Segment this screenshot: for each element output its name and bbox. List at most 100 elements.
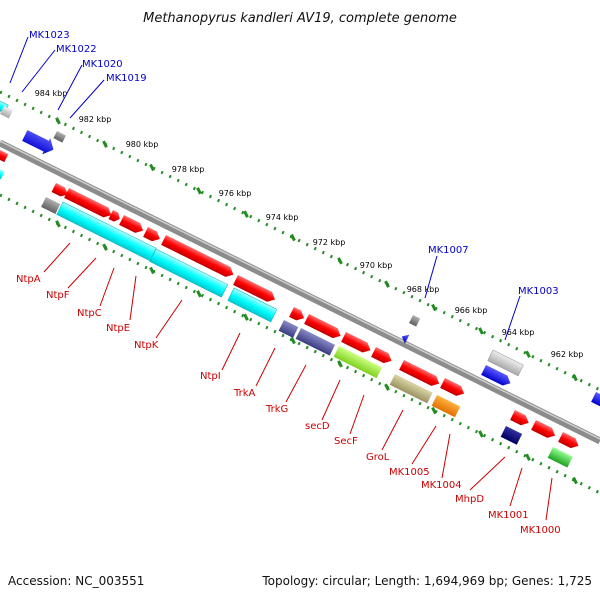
gene-feature-mk1020[interactable]: [53, 131, 66, 143]
gene-label-ntpf[interactable]: NtpF: [46, 290, 70, 301]
scale-label: 976 kbp: [219, 189, 252, 198]
inner-scale-tick: [478, 430, 484, 438]
gene-feature-trka[interactable]: [289, 307, 306, 323]
gene-label-ntpk[interactable]: NtpK: [134, 340, 159, 351]
inner-scale-tick: [55, 220, 61, 228]
inner-scale-tick: [243, 313, 249, 321]
gene-feature-mk1003-blue[interactable]: [481, 365, 513, 388]
outer-scale-tick: [431, 303, 437, 312]
gene-feature-secd[interactable]: [341, 332, 373, 355]
inner-scale-tick: [384, 383, 390, 391]
gene-feature-slate-1[interactable]: [278, 320, 299, 338]
leader-lines: [9, 36, 553, 521]
gene-feature-ntpi-2[interactable]: [233, 275, 277, 304]
gene-feature-ntpf[interactable]: [64, 188, 114, 220]
scale-label: 978 kbp: [172, 165, 205, 174]
gene-feature-silver-left[interactable]: [0, 106, 13, 119]
genome-track: [0, 90, 600, 495]
top-labels: MK1023 MK1022 MK1020 MK1019 MK1007 MK100…: [29, 30, 559, 297]
gene-feature-secf[interactable]: [371, 347, 394, 366]
gene-feature-mhpd-upper[interactable]: [510, 410, 531, 428]
gene-feature-cyan-operon-2[interactable]: [149, 248, 228, 298]
gene-label-mk1004[interactable]: MK1004: [421, 480, 462, 491]
gene-label-grol[interactable]: GroL: [366, 452, 390, 463]
gene-feature-trkg[interactable]: [304, 314, 343, 341]
gene-label-trkg[interactable]: TrkG: [265, 404, 288, 415]
gene-label-secd[interactable]: secD: [305, 421, 330, 432]
gene-label-ntpi[interactable]: NtpI: [200, 371, 221, 382]
gene-label-mk1019[interactable]: MK1019: [106, 73, 147, 84]
gene-feature-mk1000-upper[interactable]: [558, 432, 581, 451]
gene-feature-lime[interactable]: [333, 346, 382, 379]
gene-label-mk1023[interactable]: MK1023: [29, 30, 70, 41]
gene-feature-red-left[interactable]: [0, 147, 9, 163]
gene-label-mk1020[interactable]: MK1020: [82, 59, 123, 70]
scale-labels: 984 kbp 982 kbp 980 kbp 978 kbp 976 kbp …: [35, 89, 584, 359]
gene-feature-ntpc[interactable]: [108, 210, 122, 223]
gene-label-mhpd[interactable]: MhpD: [455, 494, 484, 505]
gene-feature-right-edge[interactable]: [591, 392, 600, 407]
gene-label-secf[interactable]: SecF: [334, 436, 358, 447]
gene-label-ntpe[interactable]: NtpE: [106, 323, 130, 334]
gene-feature-mk1003[interactable]: [487, 349, 524, 377]
outer-scale-tick: [196, 187, 202, 195]
gene-feature-mk1007[interactable]: [408, 315, 421, 327]
backbone-highlight: [0, 140, 600, 440]
map-title: Methanopyrus kandleri AV19, complete gen…: [143, 11, 457, 26]
gene-feature-ntpa-upper[interactable]: [51, 183, 71, 199]
gene-label-ntpa[interactable]: NtpA: [16, 274, 41, 285]
gene-label-trka[interactable]: TrkA: [233, 388, 256, 399]
inner-scale-tick: [431, 406, 437, 415]
gene-label-mk1003[interactable]: MK1003: [518, 286, 559, 297]
gene-feature-slate-2[interactable]: [295, 328, 336, 356]
inner-scale-tick: [572, 476, 578, 485]
gene-feature-cyan-operon-3[interactable]: [227, 287, 278, 323]
gene-feature-ntpe[interactable]: [119, 215, 145, 236]
scale-label: 972 kbp: [313, 238, 346, 247]
gene-label-mk1007[interactable]: MK1007: [428, 245, 469, 256]
gene-feature-ntpa[interactable]: [41, 197, 61, 214]
bottom-labels: NtpA NtpF NtpC NtpE NtpK NtpI TrkA TrkG …: [16, 274, 561, 536]
gene-label-mk1005[interactable]: MK1005: [389, 467, 430, 478]
gene-label-mk1001[interactable]: MK1001: [488, 510, 529, 521]
gene-feature-mk1019[interactable]: [21, 127, 58, 157]
gene-feature-mk1000[interactable]: [547, 447, 573, 468]
gene-feature-ntpi[interactable]: [161, 235, 236, 280]
scale-label: 962 kbp: [551, 350, 584, 359]
gene-label-mk1022[interactable]: MK1022: [56, 44, 97, 55]
inner-scale-tick: [525, 453, 531, 461]
genome-summary-text: Topology: circular; Length: 1,694,969 bp…: [261, 574, 592, 588]
scale-label: 980 kbp: [126, 140, 159, 149]
inner-scale-tick: [337, 360, 343, 368]
inner-scale-ring: [0, 193, 600, 495]
gene-feature-mk1005[interactable]: [440, 378, 466, 399]
outer-scale-tick: [149, 163, 155, 172]
outer-scale-tick: [243, 210, 249, 218]
inner-scale-tick: [290, 336, 296, 345]
gene-feature-mk1007-arrow[interactable]: [400, 332, 410, 344]
inner-scale-tick: [102, 243, 108, 251]
scale-label: 984 kbp: [35, 89, 68, 98]
accession-text: Accession: NC_003551: [8, 574, 144, 588]
gene-feature-mhpd[interactable]: [500, 426, 523, 445]
outer-scale-tick: [337, 257, 343, 265]
outer-scale-tick: [572, 373, 578, 382]
scale-label: 964 kbp: [502, 328, 535, 337]
gene-features: [0, 97, 600, 468]
scale-label: 970 kbp: [360, 261, 393, 270]
gene-feature-khaki[interactable]: [389, 374, 433, 404]
gene-label-mk1000[interactable]: MK1000: [520, 525, 561, 536]
scale-label: 974 kbp: [266, 213, 299, 222]
gene-label-ntpc[interactable]: NtpC: [77, 308, 102, 319]
gene-feature-grol[interactable]: [399, 360, 442, 389]
gene-feature-cyan-left-2[interactable]: [0, 166, 5, 180]
gene-feature-mk1001-upper[interactable]: [531, 420, 557, 441]
outer-scale-ring: [0, 90, 600, 392]
outer-scale-tick: [102, 140, 108, 148]
outer-scale-tick: [290, 233, 296, 242]
gene-feature-ntpk[interactable]: [143, 227, 162, 244]
gene-feature-mk1004[interactable]: [431, 395, 461, 418]
outer-scale-tick: [525, 350, 531, 358]
